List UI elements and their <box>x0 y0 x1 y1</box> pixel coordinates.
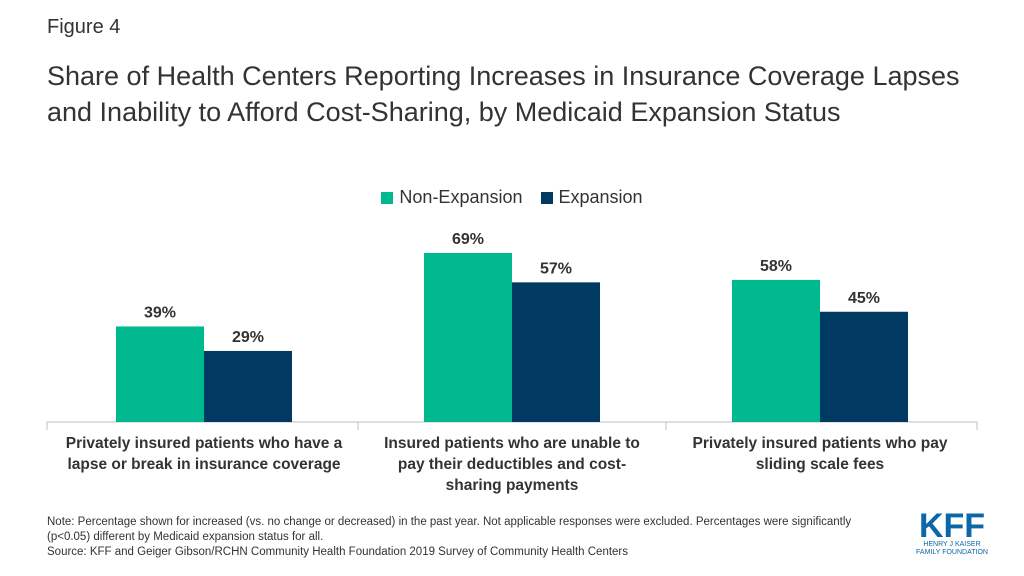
footnotes: Note: Percentage shown for increased (vs… <box>47 515 887 560</box>
legend-label-non-expansion: Non-Expansion <box>399 187 523 207</box>
data-label-expansion-2: 57% <box>540 260 572 277</box>
chart-title: Share of Health Centers Reporting Increa… <box>47 61 960 127</box>
bar-non-expansion-1 <box>116 326 204 422</box>
legend-swatch-non-expansion <box>381 191 394 204</box>
logo-line2: FAMILY FOUNDATION <box>916 549 988 556</box>
category-label-line: lapse or break in insurance coverage <box>67 456 341 473</box>
source-text: Source: KFF and Geiger Gibson/RCHN Commu… <box>47 546 629 558</box>
legend: Non-Expansion Expansion <box>0 187 1024 208</box>
logo-wordmark: KFF <box>919 508 985 545</box>
bar-expansion-1 <box>204 350 292 422</box>
legend-item-expansion: Expansion <box>540 187 643 208</box>
category-label-line: Privately insured patients who have a <box>65 435 343 452</box>
category-label-3: Privately insured patients who pay slidin… <box>670 433 970 475</box>
bar-expansion-2 <box>512 282 600 422</box>
category-label-2: Insured patients who are unable to pay th… <box>362 433 662 496</box>
bar-expansion-3 <box>820 311 908 422</box>
bar-non-expansion-3 <box>732 279 820 422</box>
category-label-line: sliding scale fees <box>755 456 885 473</box>
category-label-line: Privately insured patients who pay <box>692 435 948 452</box>
note-text: Note: Percentage shown for increased (vs… <box>47 516 852 543</box>
kff-logo: KFF HENRY J KAISER FAMILY FOUNDATION <box>916 508 988 556</box>
category-label-line: pay their deductibles and cost- <box>397 456 627 473</box>
figure-label: Figure 4 <box>47 16 121 38</box>
legend-item-non-expansion: Non-Expansion <box>381 187 523 208</box>
data-label-non-expansion-2: 69% <box>452 231 484 248</box>
data-label-expansion-3: 45% <box>848 290 880 307</box>
data-label-expansion-1: 29% <box>232 329 264 346</box>
data-label-non-expansion-1: 39% <box>144 304 176 321</box>
bar-non-expansion-2 <box>424 252 512 422</box>
data-label-non-expansion-3: 58% <box>760 258 792 275</box>
legend-label-expansion: Expansion <box>558 187 643 207</box>
category-label-line: Insured patients who are unable to <box>384 435 640 452</box>
category-label-1: Privately insured patients who have a lap… <box>54 433 354 475</box>
category-label-line: sharing payments <box>445 477 579 494</box>
logo-line1: HENRY J KAISER <box>923 541 980 548</box>
legend-swatch-expansion <box>540 191 553 204</box>
